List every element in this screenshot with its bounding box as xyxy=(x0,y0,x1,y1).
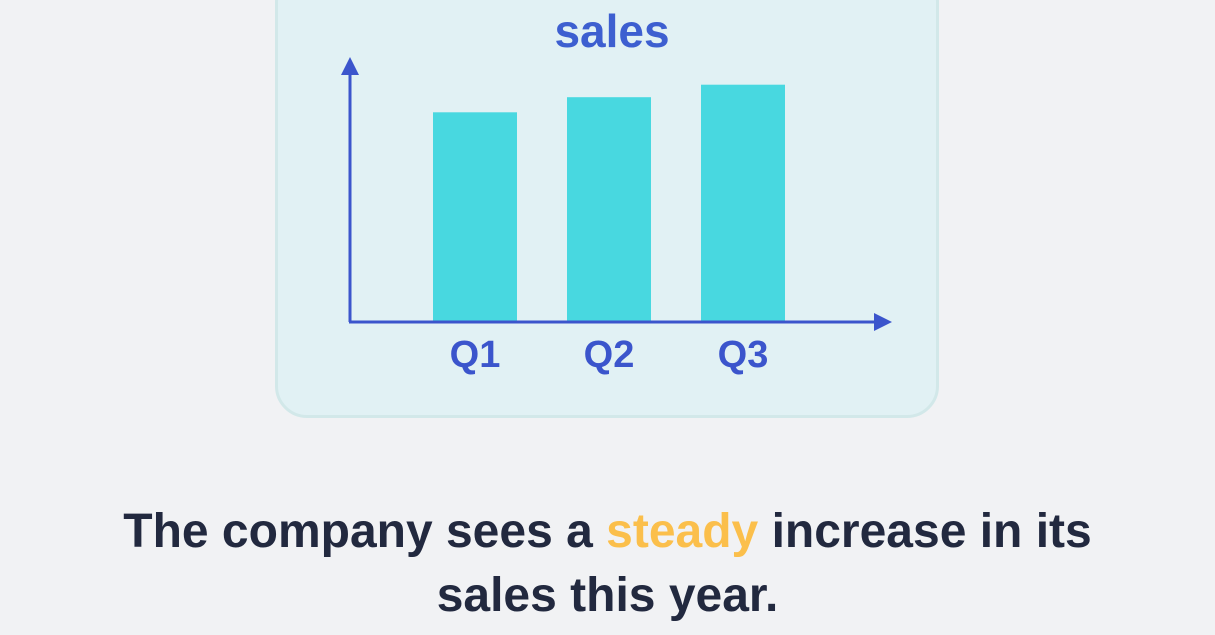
x-tick-label-q3: Q3 xyxy=(718,334,769,376)
x-tick-labels-group: Q1 Q2 Q3 xyxy=(450,334,769,376)
bar-q2 xyxy=(567,97,651,321)
sales-bar-chart: sales Q1 Q2 Q3 xyxy=(341,5,892,376)
chart-caption: The company sees a steady increase in it… xyxy=(60,500,1155,628)
y-axis-arrow xyxy=(341,57,359,75)
bar-q1 xyxy=(433,112,517,321)
x-tick-label-q2: Q2 xyxy=(584,334,635,376)
chart-title: sales xyxy=(554,5,669,57)
x-tick-label-q1: Q1 xyxy=(450,334,501,376)
x-axis-arrow xyxy=(874,313,892,331)
caption-text-after: increase in its sales this year. xyxy=(436,505,1092,622)
bar-q3 xyxy=(701,84,785,321)
bars-group xyxy=(433,84,785,321)
caption-text-before: The company sees a xyxy=(123,505,607,558)
caption-highlight-word: steady xyxy=(606,505,759,558)
